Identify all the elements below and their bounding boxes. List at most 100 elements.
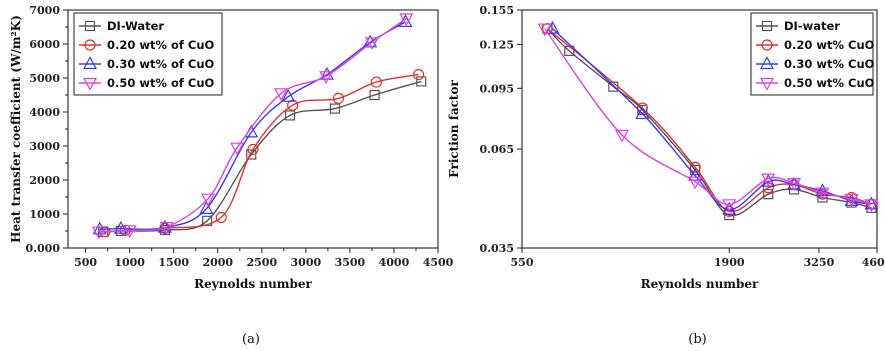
- legend-label: 0.20 wt% of CuO: [107, 38, 215, 52]
- legend-marker: [84, 39, 96, 51]
- data-point: [722, 201, 737, 215]
- data-point: [247, 143, 259, 155]
- y-tick-label: 0.155: [480, 4, 514, 17]
- data-point: [201, 193, 216, 207]
- series-4: [537, 23, 879, 213]
- figure-caption: (a): [242, 332, 260, 347]
- legend-marker: [759, 56, 775, 70]
- data-point: [399, 13, 414, 27]
- y-tick-label: 2000: [29, 174, 60, 187]
- data-point: [92, 221, 107, 235]
- y-tick-label: 3000: [29, 140, 60, 153]
- series-line: [546, 28, 872, 217]
- x-tick-label: 4000: [379, 256, 410, 269]
- legend-label: 0.20 wt% CuO: [784, 38, 875, 52]
- data-point: [689, 161, 701, 173]
- y-tick-label: 6000: [29, 38, 60, 51]
- x-tick-label: 3000: [291, 256, 322, 269]
- y-tick-label: 4000: [29, 106, 60, 119]
- x-tick-label: 1000: [114, 256, 145, 269]
- legend-marker: [82, 56, 98, 70]
- data-point: [159, 221, 174, 235]
- data-point: [866, 202, 877, 213]
- series-line: [544, 28, 872, 206]
- legend-label: 0.50 wt% of CuO: [107, 76, 215, 90]
- data-point: [688, 167, 703, 181]
- y-tick-label: 0.125: [480, 38, 514, 51]
- series-line: [104, 73, 419, 233]
- x-tick-label: 1900: [714, 256, 745, 269]
- y-tick-label: 1000: [29, 208, 60, 221]
- series-4: [91, 13, 414, 240]
- series-line: [103, 80, 422, 233]
- data-point: [815, 183, 830, 197]
- legend: DI-water 0.20 wt% CuO 0.30 wt% CuO 0.50 wt%…: [750, 12, 875, 96]
- legend-marker: [84, 20, 96, 32]
- legend-marker: [761, 39, 773, 51]
- legend-label: DI-water: [784, 19, 840, 33]
- data-point: [815, 187, 830, 201]
- data-point: [537, 23, 552, 37]
- x-axis-label: Reynolds number: [194, 277, 312, 291]
- legend-label: 0.50 wt% CuO: [784, 76, 875, 90]
- data-point: [284, 110, 296, 121]
- x-tick-label: 1500: [158, 256, 189, 269]
- chart-a: 500 1000 1500 2000 2500 3000 3500 4000 4500 0.000…: [9, 4, 454, 347]
- data-point: [364, 37, 379, 51]
- y-tick-label: 7000: [29, 4, 60, 17]
- data-point: [416, 76, 427, 87]
- legend: DI-Water 0.20 wt% of CuO 0.30 wt% of CuO 0.…: [73, 12, 223, 96]
- x-tick-label: 550: [511, 256, 534, 269]
- data-point: [614, 129, 629, 143]
- data-point: [281, 88, 296, 102]
- x-tick-label: 4500: [423, 256, 454, 269]
- y-tick-label: 0.095: [480, 82, 514, 95]
- y-tick-label: 0.065: [480, 143, 514, 156]
- data-point: [319, 71, 334, 85]
- data-point: [215, 211, 227, 223]
- legend-marker: [759, 77, 775, 91]
- data-point: [688, 176, 703, 190]
- y-tick-label: 0.000: [26, 242, 61, 255]
- y-axis-label: Friction factor: [447, 80, 461, 178]
- data-point: [122, 225, 137, 239]
- data-point: [370, 76, 382, 88]
- x-tick-label: 2000: [202, 256, 233, 269]
- data-point: [864, 199, 879, 213]
- y-axis-label: Heat transfer coefficient (W/m²K): [9, 15, 23, 243]
- data-point: [91, 226, 106, 240]
- series-line: [98, 17, 407, 233]
- data-point: [332, 92, 345, 105]
- y-tick-label: 0.035: [480, 242, 514, 255]
- data-point: [287, 99, 299, 111]
- data-point: [722, 199, 737, 213]
- x-tick-label: 500: [74, 256, 97, 269]
- series-1: [98, 76, 427, 238]
- x-tick-label: 3500: [335, 256, 366, 269]
- data-point: [844, 194, 859, 207]
- data-point: [199, 201, 214, 214]
- legend-marker: [82, 77, 98, 91]
- data-point: [230, 142, 245, 156]
- data-point: [787, 178, 802, 191]
- data-point: [763, 189, 774, 200]
- data-point: [113, 220, 128, 234]
- x-tick-label: 3250: [804, 256, 835, 269]
- y-tick-label: 5000: [29, 72, 60, 85]
- data-point: [246, 149, 257, 160]
- data-point: [274, 88, 289, 102]
- x-tick-label: 2500: [246, 256, 277, 269]
- data-point: [413, 68, 425, 81]
- plot-frame: [521, 9, 878, 249]
- data-point: [762, 182, 774, 194]
- data-point: [761, 173, 776, 187]
- legend-label: 0.30 wt% CuO: [784, 57, 875, 71]
- figure-caption: (b): [688, 332, 706, 347]
- data-point: [545, 20, 560, 34]
- data-point: [635, 106, 650, 119]
- legend-marker: [761, 20, 773, 32]
- legend-label: 0.30 wt% of CuO: [107, 57, 215, 71]
